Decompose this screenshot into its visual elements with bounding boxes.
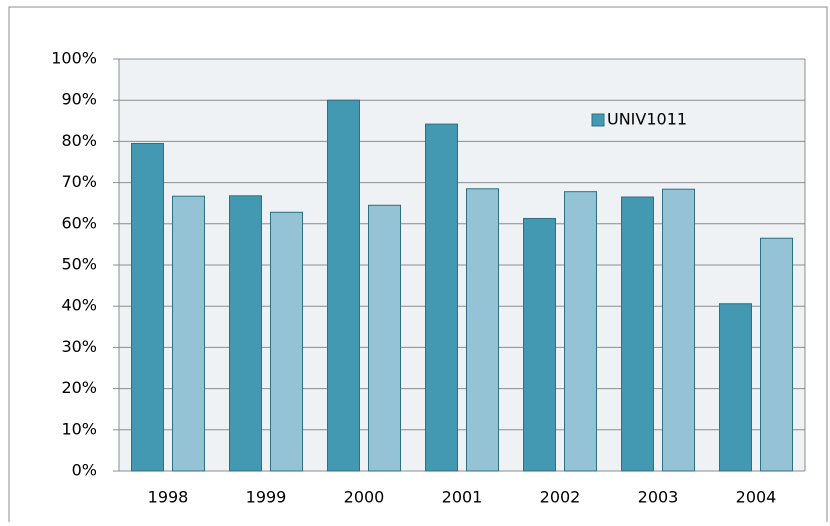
y-tick-label: 100%	[51, 49, 97, 68]
bar	[425, 123, 458, 472]
bar	[229, 195, 262, 472]
bar	[662, 188, 695, 472]
y-tick-label: 0%	[72, 461, 97, 480]
bar	[172, 195, 205, 472]
y-tick-label: 90%	[61, 90, 97, 109]
x-tick-label: 2000	[344, 488, 385, 507]
bar	[719, 303, 752, 472]
x-tick-label: 2001	[442, 488, 483, 507]
y-tick-label: 20%	[61, 378, 97, 397]
bar	[368, 204, 401, 472]
bar	[131, 142, 164, 472]
x-tick-label: 1998	[148, 488, 189, 507]
y-tick-label: 70%	[61, 172, 97, 191]
bar	[327, 99, 360, 472]
y-tick-label: 30%	[61, 337, 97, 356]
bar	[270, 211, 303, 472]
x-tick-label: 2004	[736, 488, 777, 507]
legend-swatch	[591, 113, 605, 127]
x-tick-label: 2002	[540, 488, 581, 507]
x-tick-label: 1999	[246, 488, 287, 507]
y-tick-label: 50%	[61, 255, 97, 274]
legend-label: UNIV1011	[607, 110, 687, 129]
y-tick-label: 40%	[61, 296, 97, 315]
bar	[564, 191, 597, 472]
bar	[523, 217, 556, 472]
y-tick-label: 80%	[61, 131, 97, 150]
y-tick-label: 60%	[61, 213, 97, 232]
bar	[466, 188, 499, 472]
y-tick-label: 10%	[61, 419, 97, 438]
bar	[621, 196, 654, 472]
x-tick-label: 2003	[638, 488, 679, 507]
bar	[760, 237, 793, 472]
